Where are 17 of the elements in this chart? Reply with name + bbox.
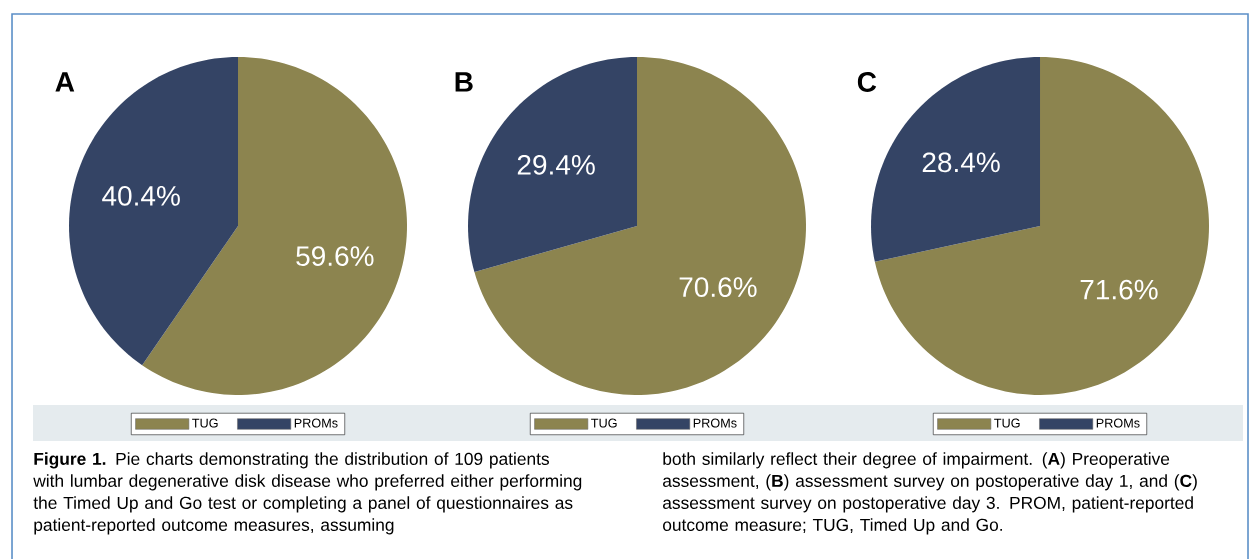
text: both similarly reflect their degree of impairment. (A) Preoperative assessment, (B) assessment survey on postoperative day 1, and (C) assessment survey on postoperative day 3. PROM, patient-reported outcome measure; TUG, Timed Up and Go. xyxy=(663,452,1197,535)
legend-label: TUG xyxy=(591,418,617,428)
data-label: 28.4% xyxy=(922,152,1000,173)
data-label: 29.4% xyxy=(517,154,595,175)
legend-label: TUG xyxy=(192,418,218,428)
legend-label: PROMs xyxy=(693,418,737,428)
legend-label: PROMs xyxy=(1096,418,1140,428)
data-label: 40.4% xyxy=(102,185,180,206)
data-label: 71.6% xyxy=(1080,279,1158,300)
chart-title: B xyxy=(455,72,473,92)
chart-title: A xyxy=(55,72,75,92)
legend-label: PROMs xyxy=(294,418,338,428)
legend-label: TUG xyxy=(994,418,1020,428)
data-label: 59.6% xyxy=(296,246,374,267)
text: Figure 1. Pie charts demonstrating the distribution of 109 patients with lumbar degenerative disk disease who preferred either performing the Timed Up and Go test or completing a panel of questionnaires as patient-reported outcome measures, assuming xyxy=(33,452,582,535)
chart-title: C xyxy=(857,72,877,92)
data-label: 70.6% xyxy=(679,277,757,298)
